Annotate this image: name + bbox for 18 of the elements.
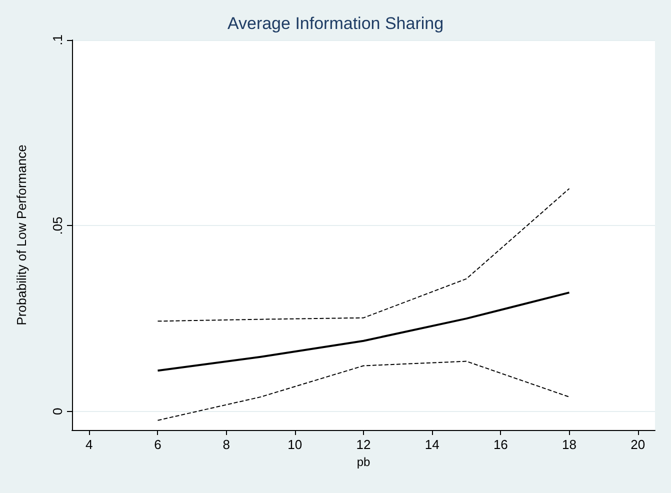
y-tick-label: .05 — [50, 216, 65, 235]
chart-title: Average Information Sharing — [227, 14, 444, 33]
line-series — [156, 292, 570, 372]
x-tick-label: 20 — [630, 437, 646, 452]
y-tick-label: 0 — [50, 408, 65, 416]
line-series — [157, 188, 570, 322]
x-tick-label: 16 — [493, 437, 508, 452]
x-tick-label: 14 — [424, 437, 440, 452]
x-tick-label: 10 — [288, 437, 302, 452]
x-tick-label: 4 — [86, 437, 93, 452]
x-tick-label: 18 — [562, 437, 576, 452]
x-tick-label: 8 — [222, 437, 230, 452]
y-tick-label: .1 — [50, 34, 65, 46]
y-axis-title: Probability of Low Performance — [14, 144, 29, 326]
x-tick-label: 12 — [356, 437, 371, 452]
line-series — [157, 360, 570, 421]
x-tick-label: 6 — [154, 437, 162, 452]
x-axis-title: pb — [356, 454, 370, 469]
